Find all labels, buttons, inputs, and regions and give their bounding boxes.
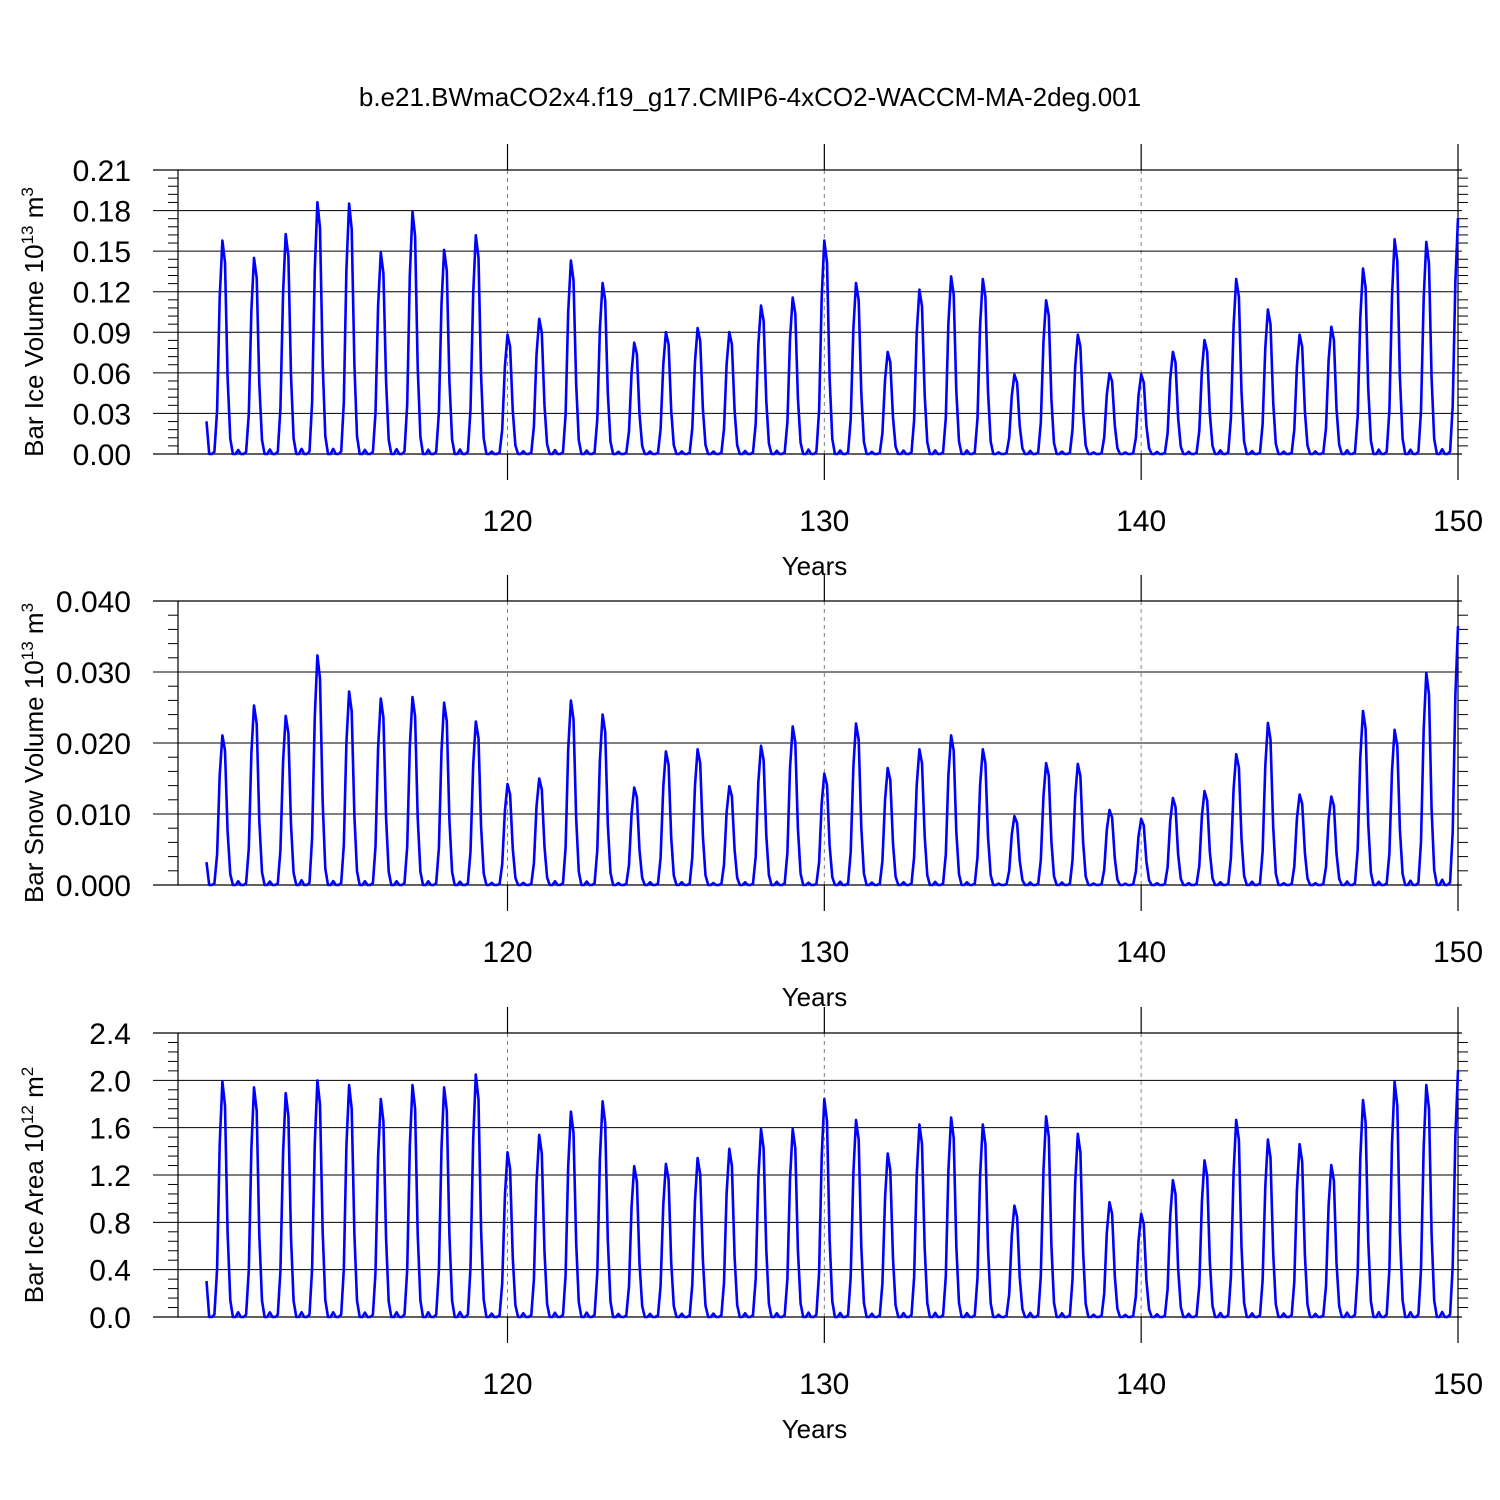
x-tick-label: 140 [1116, 1368, 1166, 1401]
y-tick-label: 0.040 [56, 586, 131, 619]
y-tick-label: 2.0 [89, 1065, 131, 1098]
x-tick-label: 130 [799, 505, 849, 538]
x-tick-label: 120 [482, 1368, 532, 1401]
panel-2: 0.000 0.010 0.020 0.030 0.040 120 130 140 150 Yea… [18, 575, 1483, 1012]
y-tick-label: 2.4 [89, 1018, 131, 1051]
y-tick-label: 0.21 [73, 155, 131, 188]
y-tick-label: 0.030 [56, 657, 131, 690]
x-tick-label: 120 [482, 936, 532, 969]
y-axis-label: Bar Ice Area 1012 m2 [18, 1067, 49, 1304]
y-tick-label: 0.4 [89, 1255, 131, 1288]
y-tick-label: 0.12 [73, 277, 131, 310]
figure-title: b.e21.BWmaCO2x4.f19_g17.CMIP6-4xCO2-WACC… [359, 82, 1141, 112]
y-tick-label: 0.000 [56, 870, 131, 903]
y-tick-label: 1.6 [89, 1113, 131, 1146]
y-axis-label: Bar Snow Volume 1013 m3 [18, 603, 49, 903]
y-axis-label: Bar Ice Volume 1013 m3 [18, 187, 49, 457]
y-tick-label: 0.18 [73, 196, 131, 229]
x-axis-label: Years [782, 551, 848, 581]
y-tick-label: 1.2 [89, 1160, 131, 1193]
x-tick-label: 130 [799, 1368, 849, 1401]
x-tick-label: 150 [1433, 1368, 1483, 1401]
panel-3: 0.0 0.4 0.8 1.2 1.6 2.0 2.4 120 130 140 150 Years Ba… [18, 1007, 1483, 1444]
y-tick-label: 0.0 [89, 1302, 131, 1335]
x-tick-label: 150 [1433, 505, 1483, 538]
y-tick-label: 0.03 [73, 398, 131, 431]
y-tick-label: 0.09 [73, 317, 131, 350]
x-axis-label: Years [782, 982, 848, 1012]
y-tick-label: 0.06 [73, 358, 131, 391]
y-tick-label: 0.020 [56, 728, 131, 761]
x-tick-label: 130 [799, 936, 849, 969]
y-tick-label: 0.8 [89, 1207, 131, 1240]
x-axis-label: Years [782, 1414, 848, 1444]
x-tick-label: 140 [1116, 505, 1166, 538]
series-line [205, 626, 1460, 887]
y-tick-label: 0.15 [73, 236, 131, 269]
x-tick-label: 150 [1433, 936, 1483, 969]
x-tick-label: 140 [1116, 936, 1166, 969]
y-tick-label: 0.010 [56, 799, 131, 832]
y-tick-label: 0.00 [73, 439, 131, 472]
x-tick-label: 120 [482, 505, 532, 538]
series-line [205, 200, 1460, 456]
panel-1: 0.00 0.03 0.06 0.09 0.12 0.15 0.18 0.21 120 130 14… [18, 144, 1483, 581]
series-line [205, 1069, 1460, 1319]
